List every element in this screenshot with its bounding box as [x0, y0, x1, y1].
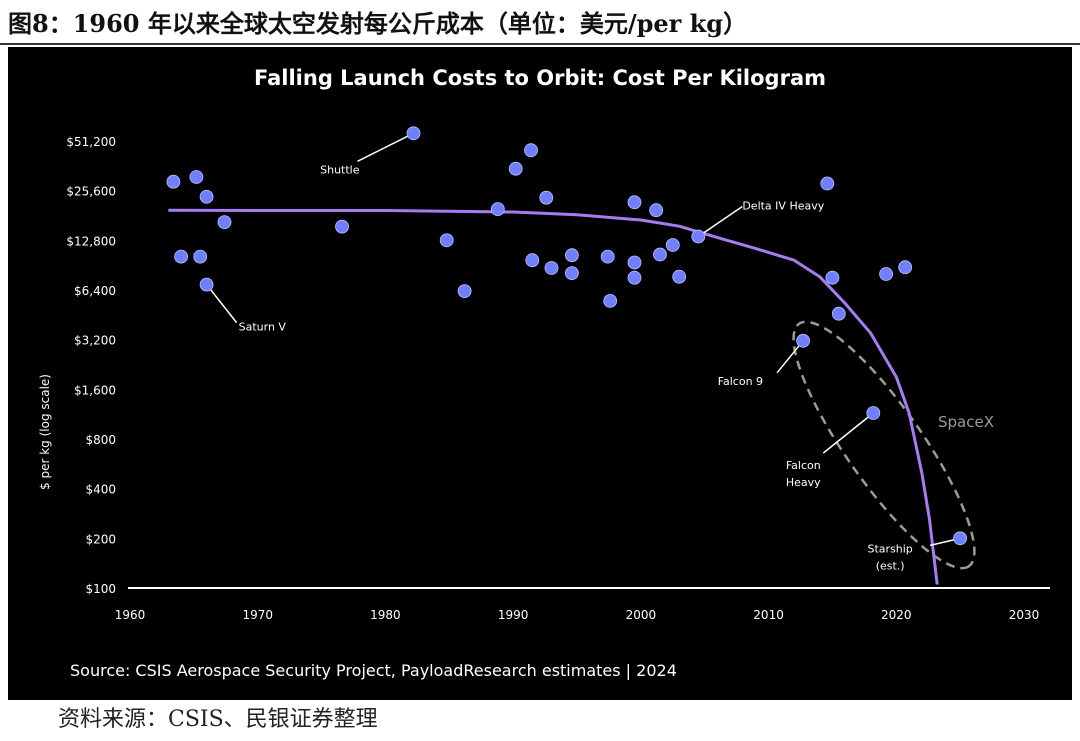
data-point [665, 238, 680, 252]
chart-title: Falling Launch Costs to Orbit: Cost Per … [254, 66, 826, 90]
y-axis-label: $ per kg (log scale) [38, 374, 52, 490]
chart-panel: Falling Launch Costs to Orbit: Cost Per … [8, 47, 1072, 700]
data-point [820, 176, 835, 191]
figure-title: 图8：1960 年以来全球太空发射每公斤成本（单位：美元/per kg） [8, 9, 748, 38]
data-point [627, 255, 642, 270]
annotation-leader [357, 132, 414, 162]
data-point [199, 189, 214, 204]
x-tick-label: 2030 [1009, 608, 1040, 622]
y-tick-label: $100 [85, 582, 116, 596]
data-point [457, 284, 472, 299]
annotation-label: Starship (est.) [867, 542, 912, 572]
data-point [508, 161, 523, 176]
data-point [653, 247, 667, 262]
y-tick-label: $200 [85, 532, 116, 546]
annotation-leader [697, 205, 743, 238]
data-point [649, 203, 664, 218]
data-point [603, 293, 618, 308]
annotation-label: Falcon 9 [718, 375, 763, 388]
x-tick-label: 1990 [498, 608, 529, 622]
data-point [174, 249, 189, 264]
annotation-label: Delta IV Heavy [742, 200, 824, 213]
x-tick-label: 1970 [242, 608, 273, 622]
y-tick-label: $3,200 [74, 334, 116, 348]
data-point [189, 170, 204, 184]
data-point [439, 233, 454, 248]
data-point [627, 195, 642, 210]
x-tick-label: 2010 [753, 608, 784, 622]
data-point [898, 260, 913, 275]
data-point [539, 190, 554, 205]
spacex-group-ellipse [792, 320, 976, 570]
chart-svg: Falling Launch Costs to Orbit: Cost Per … [38, 66, 1050, 680]
data-point [565, 266, 579, 281]
annotation-label: Saturn V [239, 321, 287, 334]
data-point [866, 406, 881, 420]
annotation-label: Shuttle [320, 163, 360, 176]
data-point [217, 215, 232, 230]
x-tick-label: 2020 [881, 608, 912, 622]
data-point [166, 174, 181, 189]
x-tick-label: 1980 [370, 608, 401, 622]
spacex-group-label: SpaceX [938, 413, 994, 431]
data-point [691, 229, 706, 244]
data-point [565, 248, 579, 263]
data-point [672, 269, 687, 284]
data-point [600, 249, 615, 264]
figure-source: 资料来源：CSIS、民银证券整理 [58, 707, 378, 732]
data-point [199, 277, 214, 292]
data-point [879, 267, 893, 281]
data-point [193, 249, 208, 264]
y-tick-label: $800 [85, 433, 116, 447]
y-tick-label: $12,800 [66, 234, 116, 248]
data-point [953, 531, 967, 546]
y-tick-label: $400 [85, 483, 116, 497]
y-tick-label: $25,600 [66, 185, 116, 199]
data-point [525, 253, 540, 268]
annotation-leader [822, 412, 874, 454]
y-tick-label: $6,400 [74, 284, 116, 298]
data-point [825, 270, 840, 285]
data-point [490, 202, 505, 217]
y-tick-label: $1,600 [74, 383, 116, 397]
data-point [524, 143, 538, 158]
source-note: Source: CSIS Aerospace Security Project,… [70, 661, 677, 680]
title-rule [0, 43, 1080, 45]
data-point [627, 270, 642, 285]
annotation-leader [206, 284, 238, 324]
x-tick-label: 1960 [115, 608, 146, 622]
data-point [544, 261, 559, 275]
data-point [796, 333, 810, 348]
x-tick-label: 2000 [626, 608, 657, 622]
y-tick-label: $51,200 [66, 135, 116, 149]
annotation-label: Falcon Heavy [786, 459, 821, 489]
data-point [335, 219, 349, 234]
data-point [406, 126, 421, 141]
data-point [831, 306, 846, 321]
